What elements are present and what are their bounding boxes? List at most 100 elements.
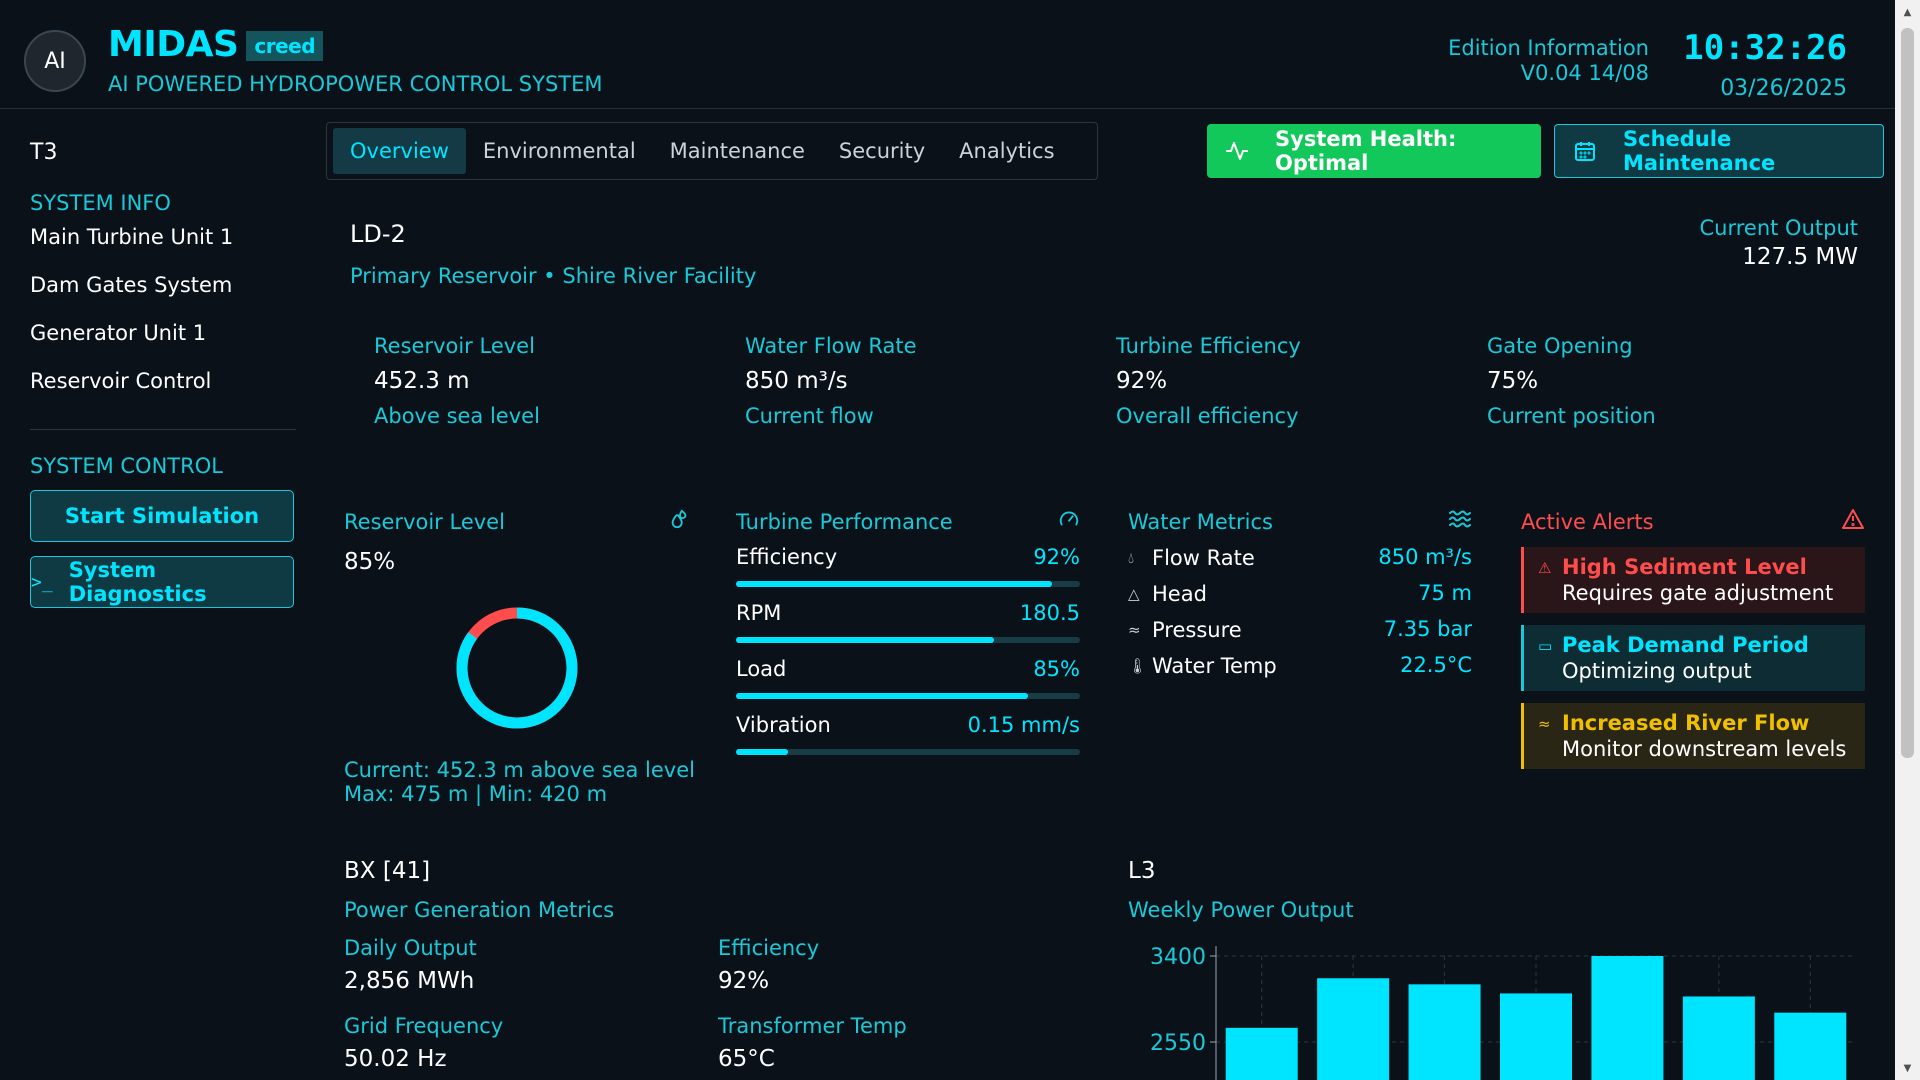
chart-bar <box>1408 984 1481 1080</box>
power-generation-panel: BX [41] Power Generation Metrics Daily O… <box>344 858 907 1072</box>
stat-water-flow: Water Flow Rate 850 m³/s Current flow <box>745 334 1085 428</box>
alert-peak-demand[interactable]: ▭ Peak Demand Period Optimizing output <box>1521 625 1865 691</box>
water-metric-value: 7.35 bar <box>1383 617 1472 641</box>
power-metric-label: Grid Frequency <box>344 1014 504 1038</box>
reservoir-footer: Current: 452.3 m above sea level Max: 47… <box>344 758 695 806</box>
weekly-output-panel: L3 Weekly Power Output <box>1128 858 1868 922</box>
metric-name: Load <box>736 657 787 681</box>
weekly-panel-title: L3 <box>1128 858 1156 884</box>
page-scrollbar[interactable]: ▲ ▼ <box>1895 0 1920 1080</box>
calendar-icon <box>1573 139 1597 163</box>
tab-overview[interactable]: Overview <box>333 128 466 174</box>
power-metric-transformer-temp: Transformer Temp 65°C <box>718 1014 1018 1072</box>
brand-title: MIDAS creed <box>108 24 324 65</box>
sidebar-item-dam-gates[interactable]: Dam Gates System <box>30 273 233 297</box>
edition-info[interactable]: Edition Information V0.04 14/08 <box>1448 36 1649 86</box>
current-output-label: Current Output <box>1699 216 1859 240</box>
alert-title: High Sediment Level <box>1562 555 1807 579</box>
alert-river-flow[interactable]: ≈ Increased River Flow Monitor downstrea… <box>1521 703 1865 769</box>
turbine-metric-rpm: RPM 180.5 <box>736 601 1080 643</box>
chart-y-tick-label: 2550 <box>1150 1031 1206 1056</box>
tab-environmental[interactable]: Environmental <box>482 139 636 163</box>
power-metric-value: 2,856 MWh <box>344 968 475 994</box>
stat-label: Turbine Efficiency <box>1116 334 1301 358</box>
water-metric-value: 75 m <box>1418 581 1472 605</box>
sidebar-item-reservoir-control[interactable]: Reservoir Control <box>30 369 212 393</box>
stat-label: Gate Opening <box>1487 334 1633 358</box>
stat-gate-opening: Gate Opening 75% Current position <box>1487 334 1827 428</box>
stat-turbine-efficiency: Turbine Efficiency 92% Overall efficienc… <box>1116 334 1456 428</box>
sidebar: T3 SYSTEM INFO Main Turbine Unit 1 Dam G… <box>30 140 296 608</box>
droplet-icon: 💧︎ <box>1128 549 1135 567</box>
system-health-button[interactable]: System Health: Optimal <box>1207 124 1541 178</box>
alert-desc: Optimizing output <box>1562 659 1752 683</box>
metric-bar-fill <box>736 693 1029 699</box>
scroll-thumb[interactable] <box>1901 28 1914 758</box>
system-diagnostics-button[interactable]: >_ System Diagnostics <box>30 556 294 608</box>
metric-bar <box>736 637 1080 643</box>
turbine-card-title: Turbine Performance <box>736 509 953 534</box>
tab-security[interactable]: Security <box>838 139 926 163</box>
waves-icon <box>1448 508 1472 535</box>
power-metric-label: Daily Output <box>344 936 477 960</box>
system-health-label: System Health: Optimal <box>1275 127 1457 175</box>
terminal-icon: >_ <box>31 571 53 593</box>
turbine-metric-efficiency: Efficiency 92% <box>736 545 1080 587</box>
weekly-output-chart: 3400 2550 <box>1150 945 1856 1080</box>
metric-bar <box>736 749 1080 755</box>
power-metric-label: Transformer Temp <box>718 1014 907 1038</box>
stat-sub: Above sea level <box>374 404 540 428</box>
wind-icon: ≈ <box>1128 621 1141 639</box>
water-row-temp: 🌡︎ Water Temp 22.5°C <box>1128 653 1472 679</box>
system-diagnostics-label: System Diagnostics <box>68 558 207 606</box>
metric-bar-fill <box>736 637 994 643</box>
power-metric-efficiency: Efficiency 92% <box>718 936 1018 994</box>
tab-analytics[interactable]: Analytics <box>959 139 1055 163</box>
chart-bar <box>1591 956 1664 1080</box>
reservoir-gauge-fill <box>456 607 578 729</box>
start-simulation-label: Start Simulation <box>64 504 260 528</box>
sidebar-item-main-turbine[interactable]: Main Turbine Unit 1 <box>30 225 234 249</box>
alert-title: Peak Demand Period <box>1562 633 1809 657</box>
water-card-title: Water Metrics <box>1128 509 1273 534</box>
alert-high-sediment[interactable]: ⚠︎ High Sediment Level Requires gate adj… <box>1521 547 1865 613</box>
turbine-card-header: Turbine Performance <box>736 508 1080 535</box>
start-simulation-button[interactable]: Start Simulation <box>30 490 294 542</box>
chart-bar <box>1774 1012 1847 1080</box>
water-row-flow: 💧︎ Flow Rate 850 m³/s <box>1128 545 1472 571</box>
water-row-pressure: ≈ Pressure 7.35 bar <box>1128 617 1472 643</box>
reservoir-percent: 85% <box>344 549 396 575</box>
clock-time: 10:32:26 <box>1683 28 1847 68</box>
metric-bar <box>736 693 1080 699</box>
power-metric-value: 92% <box>718 968 770 994</box>
alert-desc: Requires gate adjustment <box>1562 581 1834 605</box>
edition-version: V0.04 14/08 <box>1520 61 1649 85</box>
chart-bar <box>1317 978 1390 1080</box>
water-metric-name: Flow Rate <box>1152 546 1255 570</box>
scroll-down-arrow[interactable]: ▼ <box>1903 1063 1912 1074</box>
metric-value: 180.5 <box>1019 601 1080 625</box>
alert-title: Increased River Flow <box>1562 711 1810 735</box>
turbine-card: Turbine Performance Efficiency 92% RPM 180… <box>736 508 1080 769</box>
activity-icon <box>1225 139 1249 163</box>
schedule-maintenance-button[interactable]: Schedule Maintenance <box>1554 124 1884 178</box>
mountain-icon: △ <box>1128 585 1140 603</box>
clock: 10:32:26 03/26/2025 <box>1683 28 1847 101</box>
sidebar-title: T3 <box>30 140 58 165</box>
scroll-up-arrow[interactable]: ▲ <box>1903 7 1912 18</box>
power-metric-daily-output: Daily Output 2,856 MWh <box>344 936 644 994</box>
ai-logo[interactable]: AI <box>24 30 86 92</box>
metric-value: 0.15 mm/s <box>967 713 1080 737</box>
brand-tag: creed <box>246 31 324 61</box>
power-metric-grid-frequency: Grid Frequency 50.02 Hz <box>344 1014 644 1072</box>
reservoir-current: Current: 452.3 m above sea level <box>344 758 695 782</box>
sidebar-item-generator[interactable]: Generator Unit 1 <box>30 321 207 345</box>
droplets-icon <box>668 508 690 535</box>
power-metric-value: 50.02 Hz <box>344 1046 447 1072</box>
tab-maintenance[interactable]: Maintenance <box>669 139 805 163</box>
schedule-maintenance-label: Schedule Maintenance <box>1623 127 1776 175</box>
current-output: Current Output 127.5 MW <box>1700 216 1859 270</box>
water-metric-name: Water Temp <box>1152 654 1277 678</box>
stat-value: 452.3 m <box>374 368 470 394</box>
facility-name: Primary Reservoir • Shire River Facility <box>350 264 757 288</box>
